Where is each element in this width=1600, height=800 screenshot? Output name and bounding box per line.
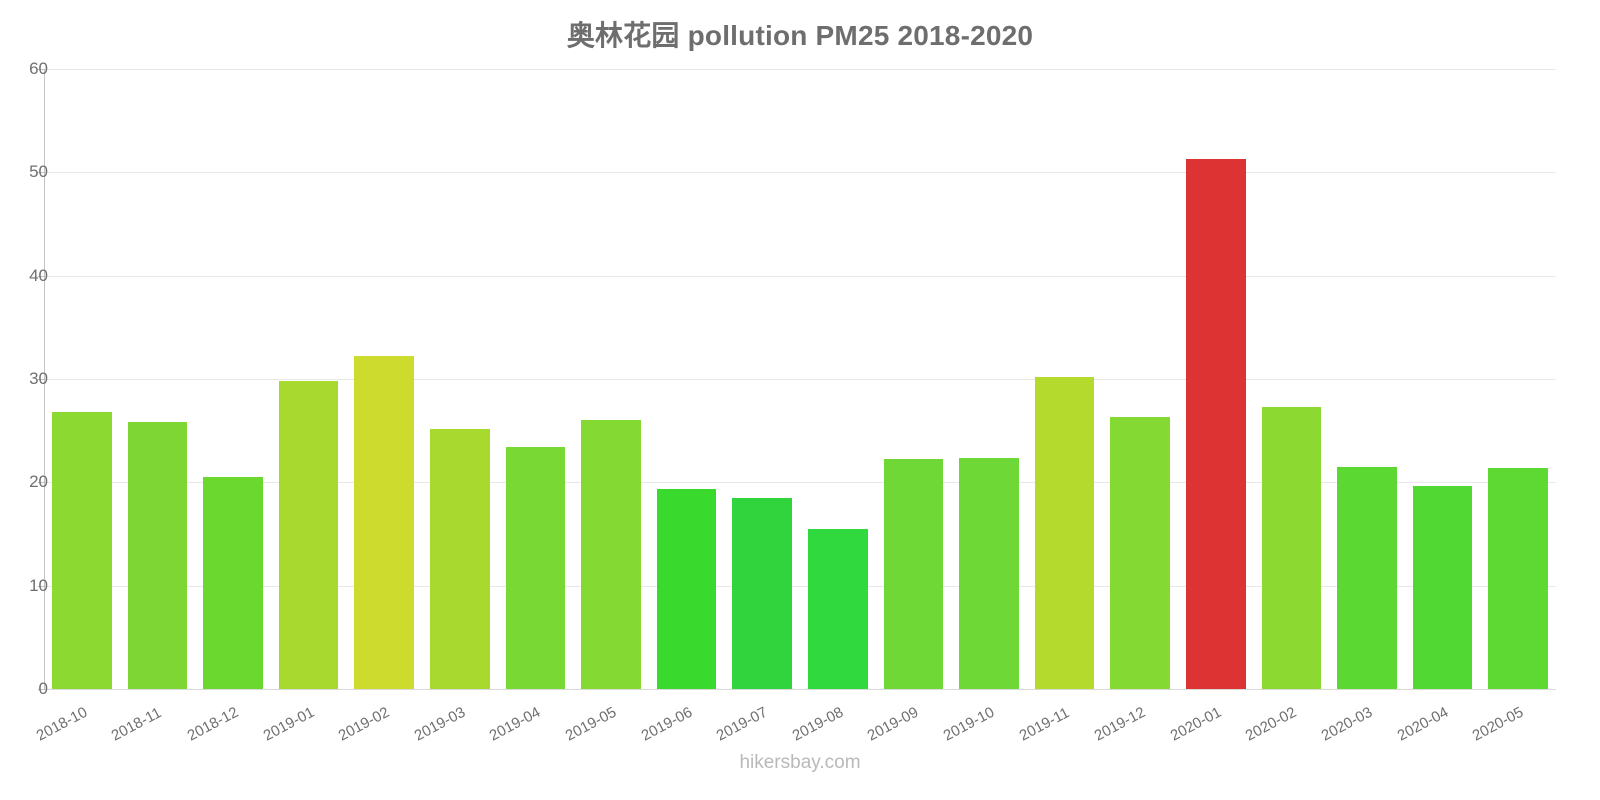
x-axis-tick-label: 2020-02	[1242, 703, 1300, 745]
x-axis-tick-label: 2019-12	[1091, 703, 1149, 745]
gridline	[44, 275, 1556, 277]
x-axis-tick-label: 2019-11	[1016, 704, 1072, 745]
gridline-holder	[44, 69, 1556, 689]
gridline	[44, 69, 1556, 70]
y-axis-tick-mark	[38, 585, 45, 587]
gridline	[44, 172, 1556, 174]
x-axis-tick-label: 2019-10	[940, 703, 998, 745]
bar[interactable]	[1185, 158, 1246, 689]
x-axis-tick-label: 2019-05	[562, 703, 620, 745]
bar[interactable]	[732, 497, 793, 689]
bar[interactable]	[203, 477, 263, 689]
bars-layer	[44, 69, 1556, 689]
bar[interactable]	[278, 381, 339, 689]
gridline	[44, 585, 1556, 587]
x-axis-tick-label: 2020-01	[1167, 703, 1225, 745]
bar[interactable]	[1034, 376, 1095, 689]
gridline-holder	[44, 69, 1556, 689]
bar[interactable]	[807, 528, 868, 689]
bar[interactable]	[127, 422, 188, 689]
bar[interactable]	[429, 428, 490, 689]
y-axis-tick-mark	[38, 482, 45, 484]
gridline	[44, 379, 1556, 380]
bar[interactable]	[1110, 417, 1171, 689]
bar[interactable]	[581, 420, 641, 689]
x-axis-tick-label: 2019-07	[713, 703, 771, 745]
x-axis-tick-label: 2020-04	[1394, 703, 1451, 745]
bar[interactable]	[883, 458, 944, 689]
bar[interactable]	[354, 356, 415, 689]
y-axis-tick-label: 40	[29, 265, 48, 285]
y-axis-tick-mark	[38, 379, 45, 380]
bar[interactable]	[1488, 467, 1549, 689]
x-axis-tick-label: 2018-12	[184, 703, 242, 745]
x-axis-line	[44, 689, 1556, 690]
y-axis-tick-label: 30	[29, 369, 48, 388]
x-axis-tick-label: 2020-05	[1469, 703, 1527, 745]
y-axis-tick-mark	[38, 275, 45, 277]
x-axis-tick-label: 2019-06	[638, 703, 695, 745]
y-axis-tick-label: 50	[29, 162, 48, 182]
x-axis-tick-label: 2018-11	[108, 704, 165, 745]
bar[interactable]	[505, 447, 566, 689]
x-axis-tick-label: 2019-09	[864, 703, 922, 745]
x-axis-tick-label: 2019-08	[789, 703, 847, 745]
x-axis-tick-label: 2019-02	[335, 703, 393, 745]
bar[interactable]	[656, 488, 717, 689]
chart-title: 奥林花园 pollution PM25 2018-2020	[566, 20, 1034, 51]
gridline-holder	[44, 69, 1556, 689]
y-axis-tick-mark	[38, 689, 45, 690]
bar[interactable]	[959, 457, 1019, 689]
bar[interactable]	[1261, 406, 1322, 689]
gridline-holder	[44, 69, 1556, 689]
y-axis-tick-mark	[38, 69, 45, 70]
y-axis-tick-label: 0	[38, 679, 48, 698]
y-axis-tick-mark	[38, 172, 45, 174]
bar[interactable]	[1412, 486, 1473, 689]
x-axis-tick-label: 2019-04	[486, 703, 544, 745]
gridline	[44, 482, 1556, 484]
y-axis-tick-label: 60	[29, 59, 48, 78]
x-axis-tick-label: 2020-03	[1318, 703, 1376, 745]
bar[interactable]	[1337, 466, 1397, 689]
x-axis-tick-label: 2018-10	[33, 703, 91, 745]
y-axis-tick-label: 20	[29, 472, 48, 492]
x-axis-tick-label: 2019-01	[260, 703, 317, 745]
gridline-holder	[44, 69, 1556, 689]
footer-credit: hikersbay.com	[739, 752, 861, 773]
bar[interactable]	[51, 412, 112, 689]
gridline-holder	[44, 69, 1556, 689]
y-axis-tick-label: 10	[29, 575, 48, 595]
x-axis-tick-label: 2019-03	[411, 703, 469, 745]
